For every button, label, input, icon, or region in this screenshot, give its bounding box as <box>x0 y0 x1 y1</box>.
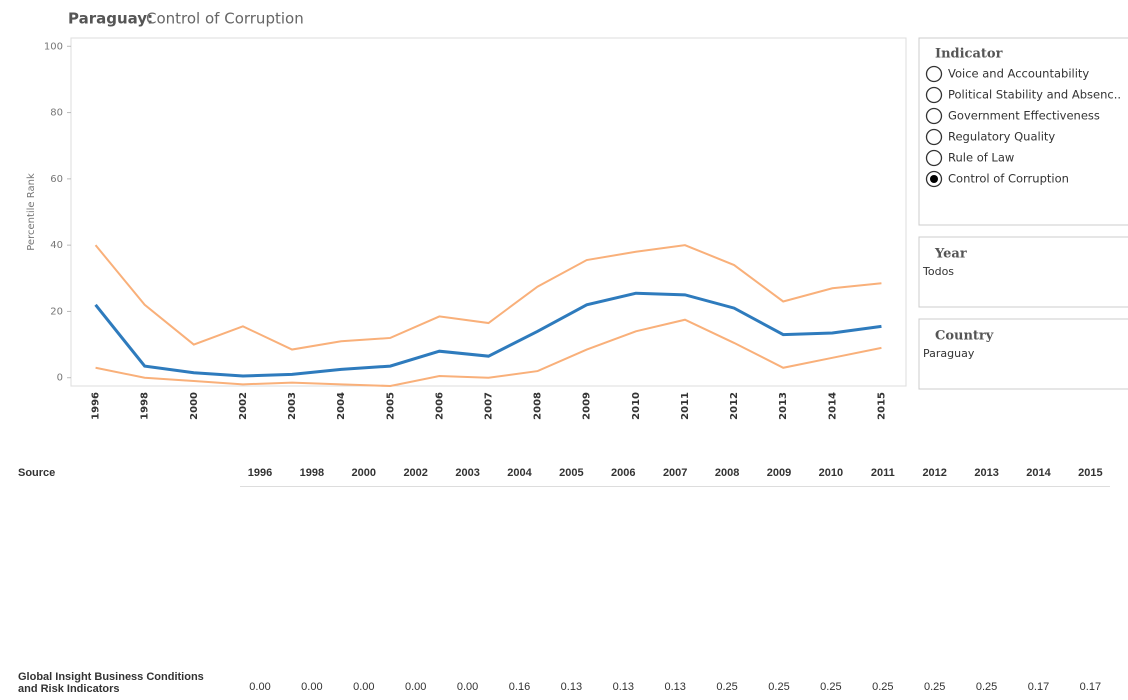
table-cell: 2015 <box>1078 467 1103 479</box>
table-cell: 2005 <box>559 467 584 479</box>
x-tick-label: 2015 <box>876 392 887 420</box>
table-cell: Global Insight Business Conditions and R… <box>18 671 204 695</box>
radio-button[interactable] <box>925 149 943 167</box>
table-cell: 1998 <box>299 467 325 479</box>
table-cell: 2010 <box>818 467 844 479</box>
y-axis-label: Percentile Rank <box>26 173 37 251</box>
table-cell: 0.16 <box>508 681 531 693</box>
filter-title: Indicator <box>935 47 1003 62</box>
x-tick-label: 2009 <box>582 392 593 420</box>
radio-label[interactable]: Regulatory Quality <box>948 130 1055 144</box>
filter-value[interactable]: Todos <box>922 265 954 278</box>
x-tick-label: 2007 <box>484 392 495 420</box>
table-cell: 0.25 <box>820 681 842 693</box>
title-country: Paraguay: <box>68 10 153 28</box>
x-tick-label: 2002 <box>238 392 249 420</box>
filter-title: Country <box>935 329 994 344</box>
table-cell: 0.13 <box>612 681 634 693</box>
table-cell: 0.13 <box>664 681 686 693</box>
country-panel <box>918 318 1128 390</box>
table-cell: Source <box>18 467 56 479</box>
year-panel <box>918 236 1128 308</box>
title-indicator: Control of Corruption <box>146 10 304 28</box>
series-line <box>95 318 882 388</box>
table-cell: 0.00 <box>456 681 479 693</box>
indicator-panel <box>918 37 1128 226</box>
table-cell: 1996 <box>247 467 273 479</box>
table-cell: 2006 <box>611 467 636 479</box>
table-cell: 0.00 <box>249 681 271 693</box>
x-tick-label: 1998 <box>140 392 151 420</box>
table-cell: 0.17 <box>1027 681 1050 693</box>
table-cell: 0.13 <box>560 681 583 693</box>
x-tick-label: 2005 <box>385 392 396 420</box>
x-tick-label: 2014 <box>827 392 838 420</box>
table-cell: 0.00 <box>404 681 427 693</box>
table-cell: 0.25 <box>716 681 738 693</box>
table-cell: 2014 <box>1026 467 1051 479</box>
header-rule <box>240 486 1110 487</box>
radio-button[interactable] <box>925 128 943 146</box>
plot-area <box>70 37 907 387</box>
table-cell: 0.25 <box>975 681 998 693</box>
radio-button[interactable] <box>925 65 943 83</box>
table-cell: 0.00 <box>301 681 323 693</box>
table-cell: 2011 <box>870 467 895 479</box>
series-line <box>94 244 882 351</box>
y-tick-label: 100 <box>44 41 63 52</box>
table-cell: 0.25 <box>872 681 894 693</box>
table-cell: 0.25 <box>768 681 790 693</box>
radio-button[interactable] <box>925 107 943 125</box>
radio-label[interactable]: Rule of Law <box>948 151 1014 165</box>
x-tick-label: 2008 <box>533 392 544 420</box>
radio-label[interactable]: Government Effectiveness <box>948 109 1100 123</box>
table-cell: 0.00 <box>353 681 375 693</box>
x-tick-label: 2000 <box>189 392 200 420</box>
y-tick-label: 0 <box>57 373 63 384</box>
table-cell: 2000 <box>351 467 377 479</box>
x-tick-label: 2012 <box>729 392 740 420</box>
series-line <box>94 291 882 378</box>
x-tick-label: 2006 <box>434 392 445 420</box>
y-tick-label: 60 <box>50 174 63 185</box>
radio-button[interactable] <box>925 86 943 104</box>
x-tick-label: 2003 <box>287 392 298 420</box>
x-tick-label: 2004 <box>336 392 347 420</box>
x-tick-label: 2010 <box>631 392 642 420</box>
radio-dot <box>930 175 938 183</box>
table-cell: 2009 <box>766 467 792 479</box>
table-cell: 2013 <box>974 467 999 479</box>
x-tick-label: 1996 <box>91 392 102 420</box>
table-cell: 0.17 <box>1079 681 1102 693</box>
table-cell: 2008 <box>714 467 740 479</box>
y-tick-label: 20 <box>50 306 63 317</box>
y-tick-label: 80 <box>50 108 63 119</box>
table-cell: 0.25 <box>923 681 946 693</box>
table-cell: 2002 <box>403 467 428 479</box>
table-cell: 2012 <box>922 467 947 479</box>
chart: Paraguay: Control of Corruption Percenti… <box>26 10 1128 420</box>
table-cell: 2007 <box>662 467 688 479</box>
filter-title: Year <box>934 247 967 262</box>
filter-value[interactable]: Paraguay <box>923 347 975 360</box>
radio-label[interactable]: Voice and Accountability <box>948 67 1089 81</box>
x-tick-label: 2013 <box>778 392 789 420</box>
y-tick-label: 40 <box>50 240 63 251</box>
radio-label[interactable]: Political Stability and Absenc.. <box>948 88 1121 102</box>
x-tick-label: 2011 <box>680 392 691 420</box>
table-cell: 2004 <box>507 467 532 479</box>
radio-label[interactable]: Control of Corruption <box>948 172 1069 186</box>
table-cell: 2003 <box>455 467 480 479</box>
